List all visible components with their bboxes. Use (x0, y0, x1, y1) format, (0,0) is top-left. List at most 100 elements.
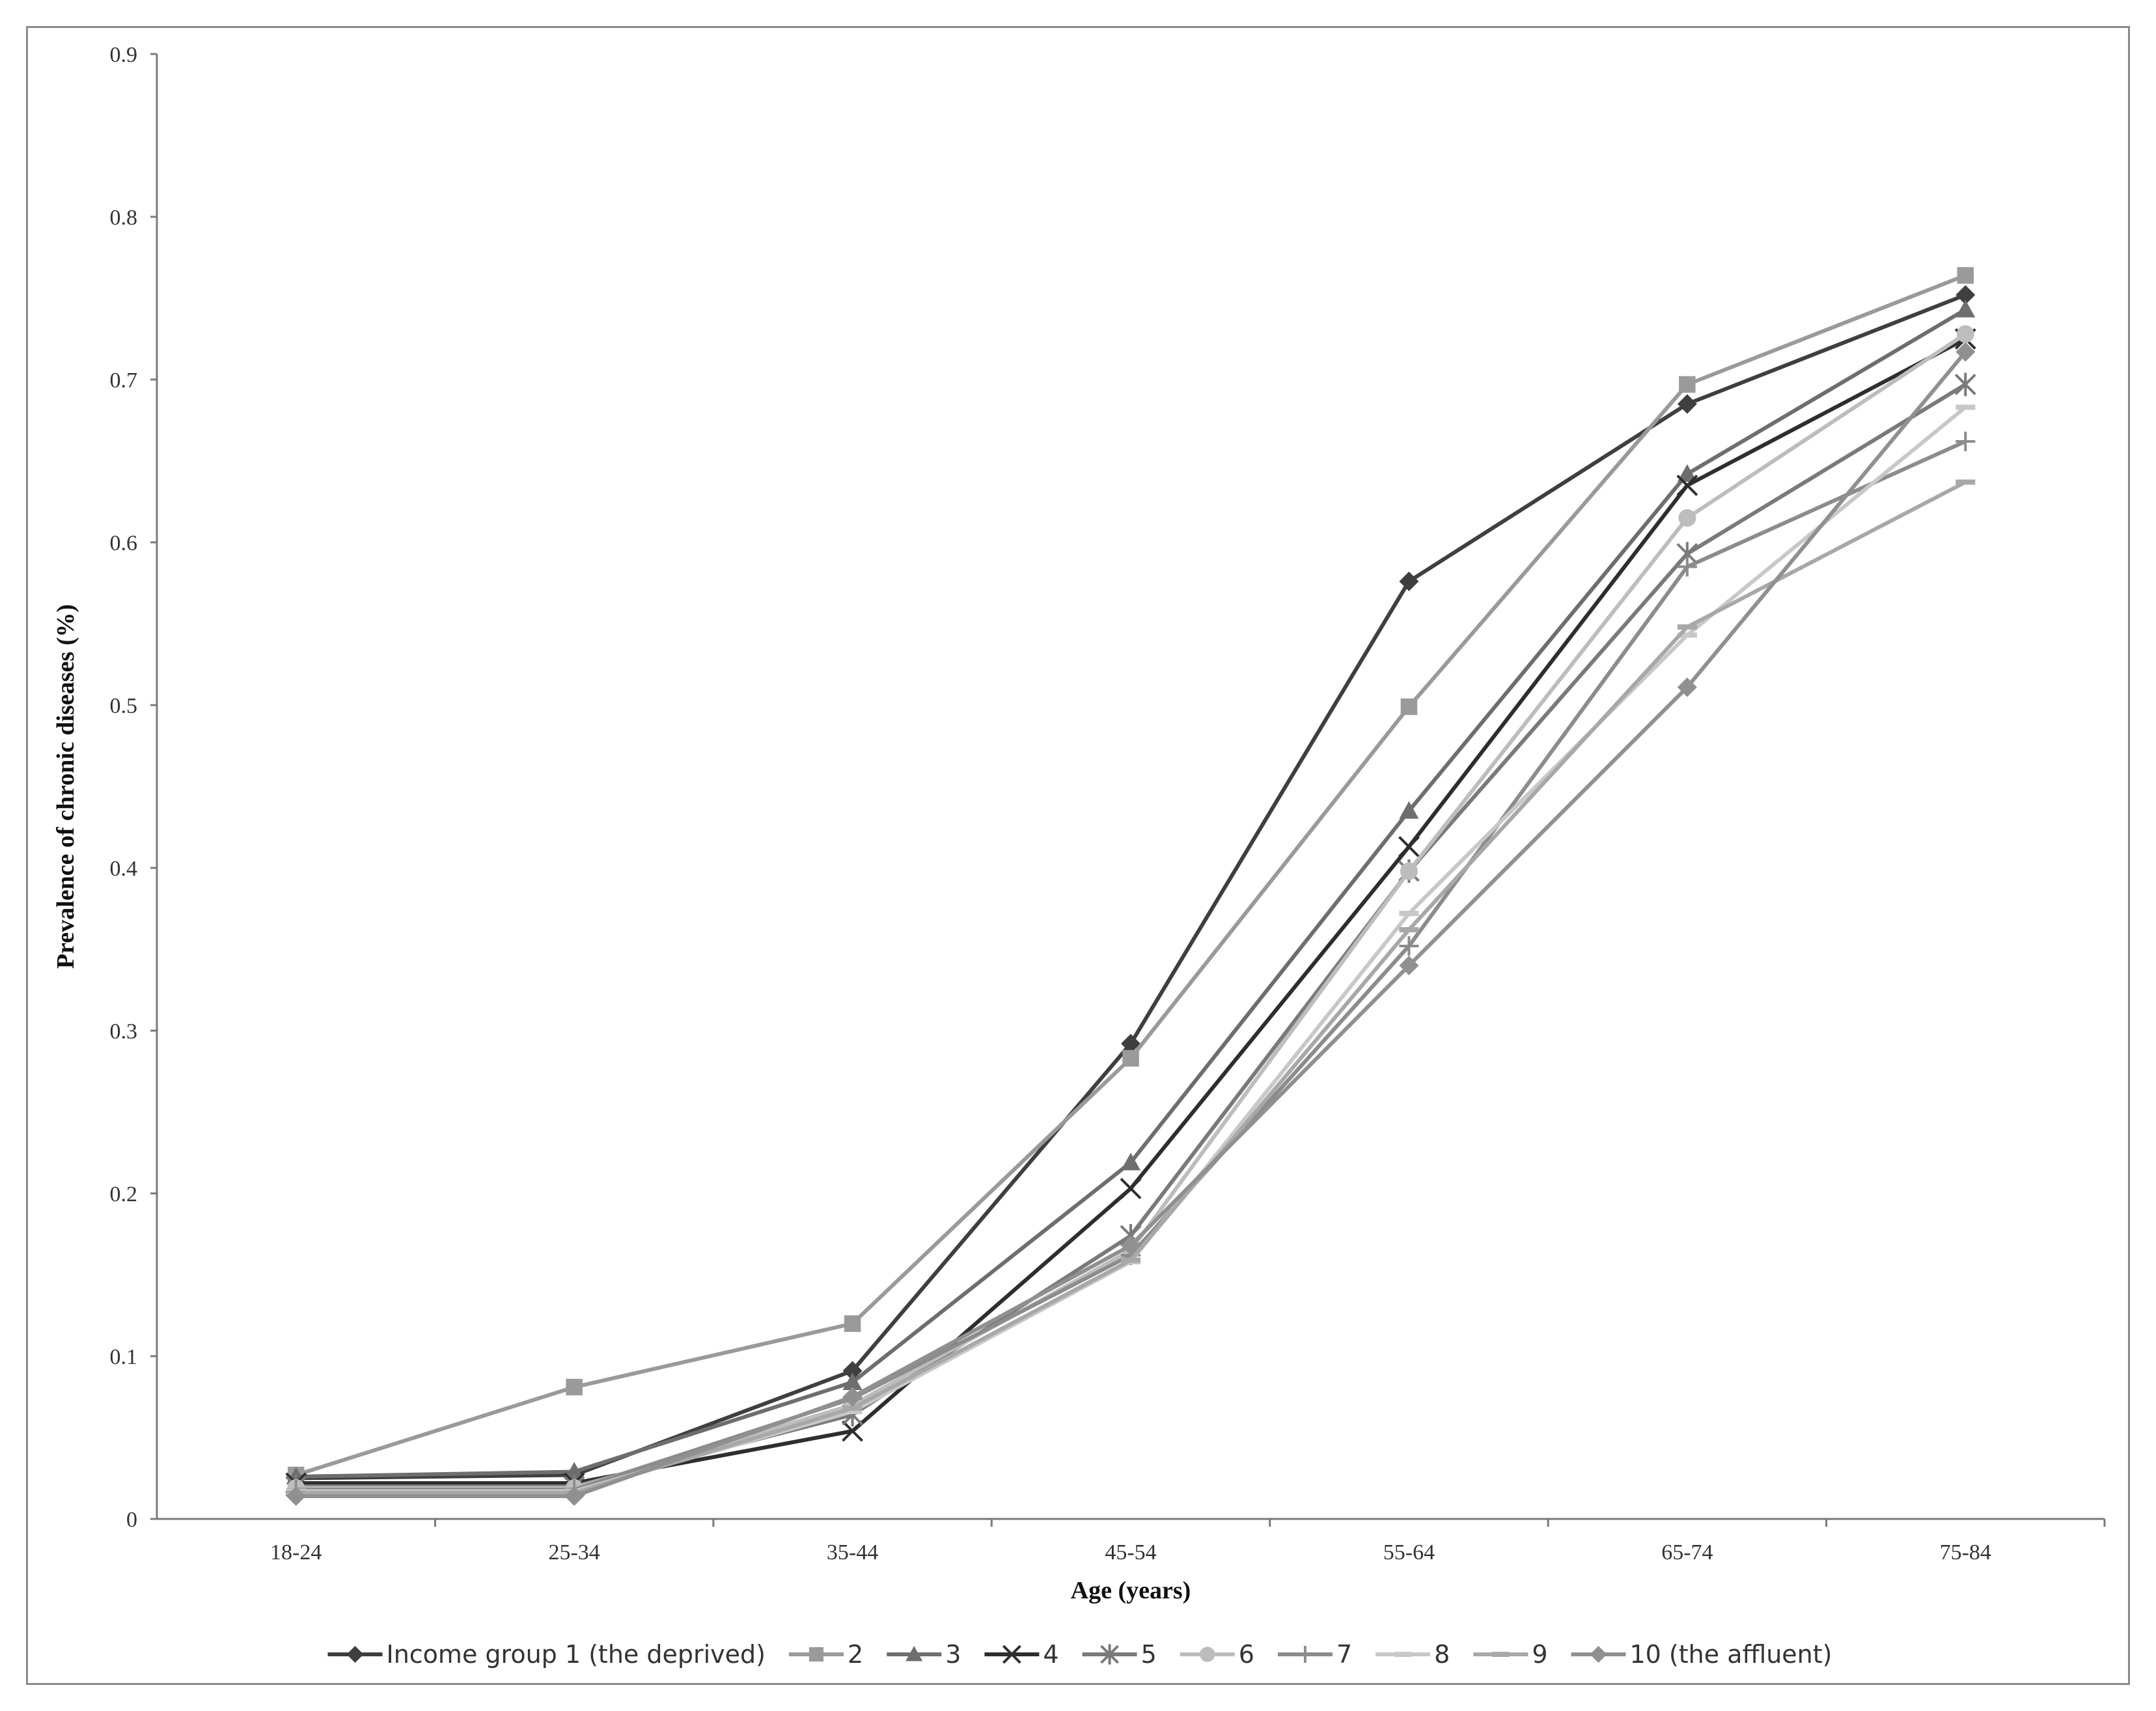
data-point (1002, 1645, 1021, 1664)
x-tick-label: 45-54 (1105, 1540, 1156, 1565)
series-3 (286, 299, 1976, 1484)
y-tick-label: 0.7 (110, 369, 138, 393)
series-line (296, 350, 1967, 1498)
data-point (844, 1315, 861, 1332)
y-tick-label: 0.9 (110, 43, 138, 67)
legend-item: 7 (1277, 1640, 1352, 1669)
data-point (1677, 632, 1697, 638)
x-axis-title: Age (years) (1071, 1577, 1191, 1604)
legend-item: 6 (1180, 1640, 1254, 1669)
data-point (1956, 342, 1976, 362)
data-point (1954, 372, 1976, 396)
series-group (285, 267, 1976, 1506)
data-point (1677, 394, 1697, 414)
series-6 (287, 325, 1974, 1497)
series-4 (285, 328, 1976, 1494)
data-point (1679, 376, 1696, 393)
series-line (296, 480, 1967, 1495)
data-point (842, 1361, 863, 1381)
data-point (1399, 911, 1419, 916)
x-tick-labels: 18-24 25-34 35-44 45-54 55-64 65-74 75-84 (270, 1519, 2106, 1565)
legend-label: 4 (1043, 1640, 1058, 1669)
data-point (1394, 1652, 1412, 1657)
series-line (296, 439, 1967, 1492)
y-tick-labels: 0 0.1 0.2 0.3 0.4 0.5 0.6 0.7 0.8 0.9 (110, 43, 157, 1532)
series-9 (286, 479, 1976, 1495)
axes (156, 54, 2105, 1520)
y-tick-label: 0.5 (110, 694, 138, 718)
series-line (296, 337, 1967, 1485)
legend-label: 6 (1239, 1640, 1254, 1669)
data-point (1492, 1652, 1510, 1657)
data-point (1956, 325, 1974, 343)
legend-item: Income group 1 (the deprived) (327, 1640, 766, 1669)
legend-item: 9 (1473, 1640, 1548, 1669)
legend-label: 9 (1532, 1640, 1547, 1669)
data-point (842, 1372, 863, 1390)
x-tick-label: 75-84 (1940, 1540, 1991, 1565)
data-point (1956, 432, 1976, 451)
data-point (1121, 1257, 1140, 1263)
data-point (1956, 404, 1976, 410)
data-point (564, 1462, 585, 1480)
data-point (1121, 1236, 1140, 1255)
data-point (564, 1486, 585, 1506)
y-tick-label: 0.6 (110, 531, 138, 555)
data-point (1400, 862, 1418, 880)
legend-item: 2 (789, 1640, 863, 1669)
y-tick-label: 0.2 (110, 1182, 138, 1206)
series-7 (286, 432, 1976, 1499)
data-point (1400, 698, 1418, 716)
data-point (1296, 1646, 1314, 1663)
y-tick-label: 0 (126, 1508, 137, 1532)
data-point (842, 1387, 863, 1407)
data-point (1399, 801, 1419, 819)
data-point (1590, 1646, 1607, 1663)
y-axis-title: Prevalence of chronic diseases (%) (52, 604, 79, 969)
data-point (842, 1420, 863, 1442)
y-tick-label: 0.1 (110, 1345, 138, 1369)
data-point (905, 1646, 923, 1662)
legend-label: Income group 1 (the deprived) (387, 1640, 766, 1669)
legend-label: 5 (1141, 1640, 1157, 1669)
data-point (1676, 475, 1698, 496)
series-5 (285, 372, 1976, 1498)
legend-label: 8 (1434, 1640, 1450, 1669)
data-point (1677, 624, 1697, 630)
legend-label: 3 (945, 1640, 961, 1669)
data-point (1956, 479, 1976, 485)
data-point (566, 1378, 583, 1396)
data-point (842, 1406, 863, 1411)
chart-frame: 0 0.1 0.2 0.3 0.4 0.5 0.6 0.7 0.8 0.9 18-24 25-34 3… (26, 26, 2130, 1685)
x-tick-label: 18-24 (270, 1540, 322, 1565)
data-point (1120, 1178, 1142, 1199)
data-point (1957, 267, 1974, 284)
series-line (296, 332, 1967, 1490)
series-line (296, 382, 1967, 1488)
data-point (842, 1409, 863, 1414)
data-point (1677, 464, 1697, 482)
data-point (286, 1486, 306, 1506)
legend: Income group 1 (the deprived) 2 3 4 5 6 7 8 9 10 … (327, 1640, 1832, 1669)
series-line (296, 307, 1967, 1479)
data-point (1399, 956, 1419, 975)
y-tick-label: 0.4 (110, 857, 138, 881)
x-tick-label: 25-34 (548, 1540, 600, 1565)
y-tick-label: 0.8 (110, 206, 138, 230)
data-point (1121, 1034, 1140, 1053)
series-10 (286, 342, 1976, 1506)
data-point (1677, 677, 1697, 697)
data-point (346, 1646, 364, 1663)
data-point (1100, 1644, 1119, 1665)
data-point (1677, 557, 1697, 577)
data-point (1956, 285, 1976, 305)
legend-item: 3 (887, 1640, 961, 1669)
x-tick-label: 65-74 (1661, 1540, 1713, 1565)
series-8 (286, 404, 1976, 1494)
data-point (1122, 1050, 1139, 1067)
data-point (1678, 509, 1696, 527)
legend-item: 4 (984, 1640, 1059, 1669)
legend-label: 7 (1336, 1640, 1352, 1669)
data-point (1121, 1152, 1140, 1171)
data-point (1398, 836, 1420, 857)
